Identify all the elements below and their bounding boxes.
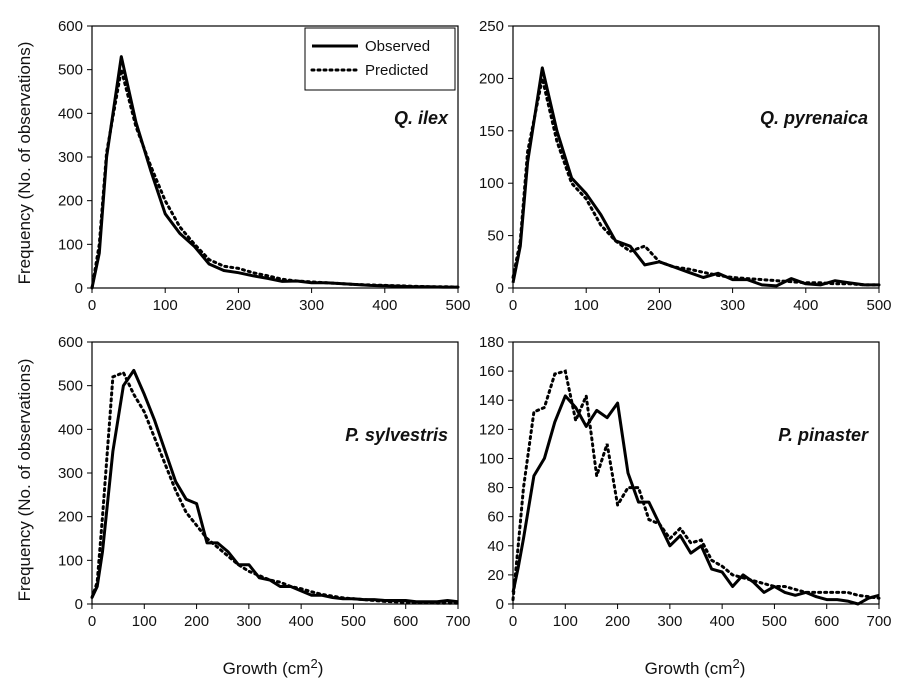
y-tick-label: 180 [479, 334, 504, 351]
series-line-predicted [511, 369, 881, 602]
series-line-observed [511, 394, 880, 606]
y-tick-label: 160 [479, 363, 504, 380]
y-tick-label: 500 [58, 62, 83, 79]
panel-0: 0 100 200 300 400 500 0 100 200 300 400 500 600 Q. il… [58, 18, 471, 314]
x-tick-label: 500 [341, 613, 366, 630]
y-tick-label: 100 [479, 450, 504, 467]
x-axis-title-left: Growth (cm2) [223, 656, 324, 678]
x-tick-label: 0 [509, 297, 517, 314]
y-tick-label: 600 [58, 334, 83, 351]
series-line-predicted [511, 78, 881, 287]
x-tick-label: 400 [372, 297, 397, 314]
x-tick-label: 300 [720, 297, 745, 314]
y-tick-label: 200 [58, 509, 83, 526]
y-tick-label: 0 [496, 596, 504, 613]
y-tick-label: 100 [58, 552, 83, 569]
series-line-observed [511, 66, 879, 288]
x-tick-label: 300 [657, 613, 682, 630]
x-tick-label: 100 [153, 297, 178, 314]
x-tick-label: 200 [647, 297, 672, 314]
y-tick-label: 500 [58, 378, 83, 395]
legend-observed-label: Observed [365, 38, 430, 55]
y-tick-label: 300 [58, 465, 83, 482]
y-tick-label: 250 [479, 18, 504, 35]
y-tick-label: 200 [479, 70, 504, 87]
y-tick-label: 300 [58, 149, 83, 166]
plot-frame [512, 25, 880, 289]
panel-3: 0 100 200 300 400 500 600 700 0 20 40 60 80 100 120 140… [479, 334, 892, 630]
x-tick-label: 200 [605, 613, 630, 630]
plot-frame [512, 341, 880, 605]
y-tick-label: 0 [496, 280, 504, 297]
legend-box [304, 27, 456, 91]
y-tick-label: 20 [487, 567, 504, 584]
y-tick-label: 40 [487, 538, 504, 555]
x-tick-label: 500 [866, 297, 891, 314]
y-tick-label: 140 [479, 392, 504, 409]
y-tick-label: 0 [75, 596, 83, 613]
x-tick-label: 700 [866, 613, 891, 630]
x-tick-label: 500 [762, 613, 787, 630]
x-tick-label: 100 [553, 613, 578, 630]
x-tick-label: 0 [509, 613, 517, 630]
x-tick-label: 0 [88, 613, 96, 630]
x-tick-label: 600 [814, 613, 839, 630]
series-line-observed [90, 55, 458, 289]
x-tick-label: 200 [226, 297, 251, 314]
x-tick-label: 400 [289, 613, 314, 630]
series-line-predicted [90, 69, 460, 290]
x-tick-label: 100 [132, 613, 157, 630]
y-tick-label: 600 [58, 18, 83, 35]
y-axis-title-top: Frequency (No. of observations) [15, 42, 34, 285]
x-tick-label: 500 [445, 297, 470, 314]
x-tick-label: 0 [88, 297, 96, 314]
y-tick-label: 400 [58, 105, 83, 122]
y-tick-label: 150 [479, 123, 504, 140]
series-line-predicted [90, 370, 460, 605]
legend-predicted-label: Predicted [365, 62, 428, 79]
x-tick-label: 100 [574, 297, 599, 314]
y-tick-label: 50 [487, 228, 504, 245]
series-line-observed [90, 368, 459, 604]
x-tick-label: 300 [236, 613, 261, 630]
y-tick-label: 60 [487, 509, 504, 526]
x-tick-label: 600 [393, 613, 418, 630]
y-axis-title-bottom: Frequency (No. of observations) [15, 359, 34, 602]
panel-2: 0 100 200 300 400 500 600 700 0 100 200 300 400 500 60… [58, 334, 471, 630]
y-tick-label: 400 [58, 421, 83, 438]
x-axis-title-right: Growth (cm2) [645, 656, 746, 678]
y-tick-label: 100 [479, 175, 504, 192]
panel-species-label: Q. ilex [394, 108, 449, 128]
x-tick-label: 200 [184, 613, 209, 630]
x-tick-label: 400 [710, 613, 735, 630]
y-tick-label: 200 [58, 193, 83, 210]
legend: Observed Predicted [304, 27, 456, 91]
panel-1: 0 100 200 300 400 500 0 50 100 150 200 250 Q. pyrena… [479, 18, 892, 314]
x-tick-label: 300 [299, 297, 324, 314]
x-tick-label: 700 [445, 613, 470, 630]
panel-species-label: Q. pyrenaica [760, 108, 868, 128]
y-tick-label: 80 [487, 480, 504, 497]
y-tick-label: 100 [58, 236, 83, 253]
plot-frame [91, 341, 459, 605]
y-tick-label: 0 [75, 280, 83, 297]
x-tick-label: 400 [793, 297, 818, 314]
panel-species-label: P. sylvestris [345, 425, 448, 445]
panel-species-label: P. pinaster [778, 425, 869, 445]
y-tick-label: 120 [479, 421, 504, 438]
